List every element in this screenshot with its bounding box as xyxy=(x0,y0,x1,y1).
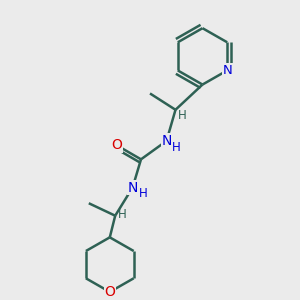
Text: H: H xyxy=(178,109,187,122)
Text: O: O xyxy=(104,285,115,299)
Text: H: H xyxy=(172,141,181,154)
Text: N: N xyxy=(161,134,172,148)
Text: H: H xyxy=(117,208,126,221)
Text: N: N xyxy=(222,64,232,77)
Text: H: H xyxy=(139,187,148,200)
Text: O: O xyxy=(111,138,122,152)
Text: N: N xyxy=(128,181,138,194)
